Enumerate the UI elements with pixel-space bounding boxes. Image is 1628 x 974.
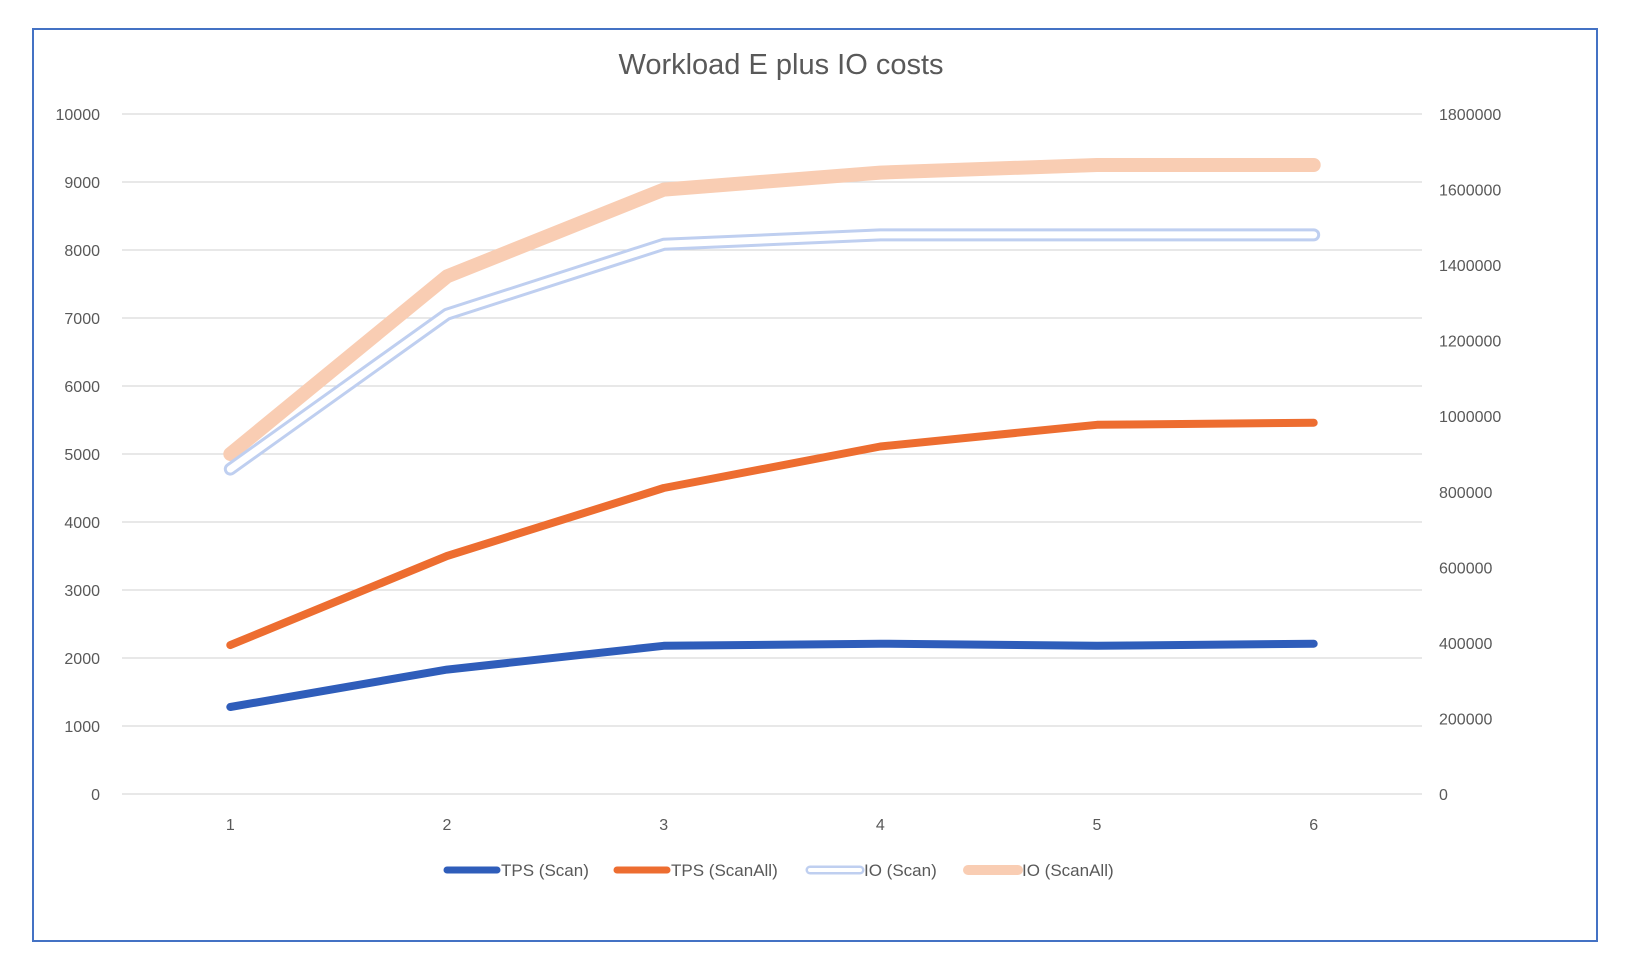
left-tick-label: 0 [91, 787, 100, 804]
left-tick-label: 4000 [64, 515, 100, 532]
right-tick-label: 1600000 [1439, 183, 1501, 200]
legend-label: TPS (Scan) [501, 861, 589, 880]
right-tick-label: 1200000 [1439, 334, 1501, 351]
legend-item: IO (Scan) [805, 861, 937, 880]
legend-label: IO (Scan) [864, 861, 937, 880]
left-tick-label: 2000 [64, 651, 100, 668]
legend-item: TPS (ScanAll) [613, 861, 778, 880]
left-tick-label: 7000 [64, 311, 100, 328]
right-tick-label: 0 [1439, 787, 1448, 804]
legend-label: TPS (ScanAll) [671, 861, 778, 880]
series-line-inner [226, 231, 1318, 473]
x-tick-label: 3 [659, 817, 668, 834]
left-tick-label: 9000 [64, 175, 100, 192]
right-y-axis: 0 200000 400000 600000 800000 1000000 1200000 1… [1439, 107, 1501, 804]
right-tick-label: 600000 [1439, 560, 1492, 577]
chart-frame: Workload E plus IO costs 0 1000 2000 3000 40… [32, 28, 1598, 942]
x-tick-label: 5 [1093, 817, 1102, 834]
left-y-axis: 0 1000 2000 3000 4000 5000 6000 7000 8000 9000 100… [56, 107, 101, 804]
chart-title: Workload E plus IO costs [618, 49, 943, 81]
right-tick-label: 1800000 [1439, 107, 1501, 124]
left-tick-label: 8000 [64, 243, 100, 260]
right-tick-label: 400000 [1439, 636, 1492, 653]
left-tick-label: 6000 [64, 379, 100, 396]
series-line [226, 418, 1318, 650]
series-tps-scanall [226, 418, 1318, 650]
series-line [223, 158, 1321, 461]
left-tick-label: 10000 [56, 107, 101, 124]
series-tps-scan [226, 639, 1318, 711]
x-axis: 1 2 3 4 5 6 [226, 817, 1318, 834]
series-lines [223, 158, 1321, 711]
x-tick-label: 6 [1309, 817, 1318, 834]
right-tick-label: 200000 [1439, 711, 1492, 728]
series-line [226, 639, 1318, 711]
x-tick-label: 1 [226, 817, 235, 834]
legend: TPS (Scan) TPS (ScanAll) IO (Scan) IO (Scan… [443, 861, 1114, 880]
right-tick-label: 800000 [1439, 485, 1492, 502]
left-tick-label: 5000 [64, 447, 100, 464]
right-tick-label: 1000000 [1439, 409, 1501, 426]
x-tick-label: 4 [876, 817, 885, 834]
legend-label: IO (ScanAll) [1022, 861, 1114, 880]
series-io-scanall [223, 158, 1321, 461]
chart-svg: Workload E plus IO costs 010002000300040… [56, 49, 1502, 880]
left-tick-label: 1000 [64, 719, 100, 736]
x-tick-label: 2 [443, 817, 452, 834]
right-tick-label: 1400000 [1439, 258, 1501, 275]
series-io-scan [223, 228, 1321, 476]
legend-item: IO (ScanAll) [963, 861, 1114, 880]
left-tick-label: 3000 [64, 583, 100, 600]
legend-item: TPS (Scan) [443, 861, 589, 880]
